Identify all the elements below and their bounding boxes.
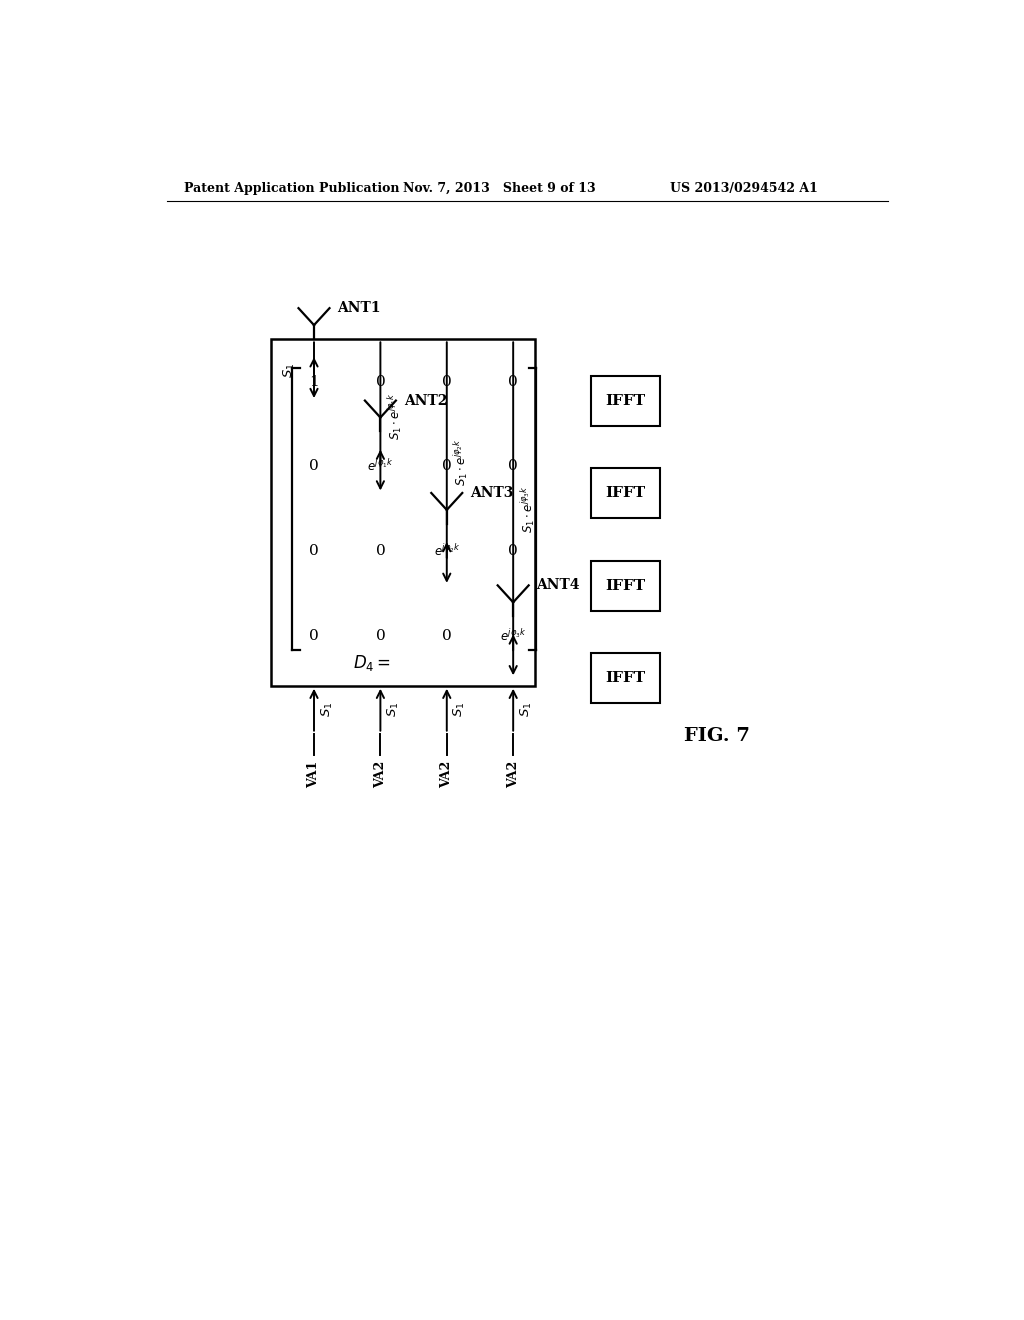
Text: Nov. 7, 2013   Sheet 9 of 13: Nov. 7, 2013 Sheet 9 of 13 — [403, 182, 596, 194]
Text: ANT2: ANT2 — [403, 393, 447, 408]
Text: ANT3: ANT3 — [470, 486, 513, 500]
Text: US 2013/0294542 A1: US 2013/0294542 A1 — [671, 182, 818, 194]
Bar — [591, 469, 660, 519]
Text: IFFT: IFFT — [605, 578, 645, 593]
Bar — [591, 561, 660, 611]
Text: 0: 0 — [376, 544, 385, 558]
Text: 0: 0 — [508, 375, 518, 388]
Text: $e^{j\varphi_2 k}$: $e^{j\varphi_2 k}$ — [433, 543, 460, 560]
Bar — [591, 653, 660, 704]
Text: VA2: VA2 — [507, 760, 519, 788]
Text: VA2: VA2 — [374, 760, 387, 788]
Text: 0: 0 — [508, 544, 518, 558]
Text: 0: 0 — [309, 544, 318, 558]
Text: 0: 0 — [376, 375, 385, 388]
Text: $S_1$: $S_1$ — [453, 702, 467, 718]
Bar — [271, 339, 535, 686]
Text: 0: 0 — [442, 628, 452, 643]
Text: $S_1 \cdot e^{j\varphi_1 k}$: $S_1 \cdot e^{j\varphi_1 k}$ — [386, 392, 403, 441]
Text: $S_1$: $S_1$ — [386, 702, 401, 718]
Text: IFFT: IFFT — [605, 393, 645, 408]
Text: FIG. 7: FIG. 7 — [684, 727, 750, 744]
Text: 0: 0 — [309, 459, 318, 474]
Text: 0: 0 — [309, 628, 318, 643]
Text: IFFT: IFFT — [605, 671, 645, 685]
Text: VA2: VA2 — [440, 760, 454, 788]
Text: IFFT: IFFT — [605, 486, 645, 500]
Text: $e^{j\varphi_3 k}$: $e^{j\varphi_3 k}$ — [500, 628, 526, 644]
Bar — [591, 376, 660, 426]
Text: ANT1: ANT1 — [337, 301, 381, 315]
Text: ANT4: ANT4 — [537, 578, 580, 593]
Text: $S_1 \cdot e^{j\varphi_3 k}$: $S_1 \cdot e^{j\varphi_3 k}$ — [518, 484, 537, 533]
Text: $S_1 \cdot e^{j\varphi_2 k}$: $S_1 \cdot e^{j\varphi_2 k}$ — [453, 438, 470, 487]
Text: 0: 0 — [508, 459, 518, 474]
Text: 0: 0 — [376, 628, 385, 643]
Text: $e^{j\varphi_1 k}$: $e^{j\varphi_1 k}$ — [368, 458, 393, 474]
Text: $D_4=$: $D_4=$ — [353, 653, 391, 673]
Text: 1: 1 — [309, 375, 318, 388]
Text: $S_1$: $S_1$ — [319, 702, 335, 718]
Text: 0: 0 — [442, 375, 452, 388]
Text: 0: 0 — [442, 459, 452, 474]
Text: Patent Application Publication: Patent Application Publication — [183, 182, 399, 194]
Text: $S_1$: $S_1$ — [282, 363, 297, 378]
Text: $S_1$: $S_1$ — [518, 702, 534, 718]
Text: VA1: VA1 — [307, 760, 321, 788]
